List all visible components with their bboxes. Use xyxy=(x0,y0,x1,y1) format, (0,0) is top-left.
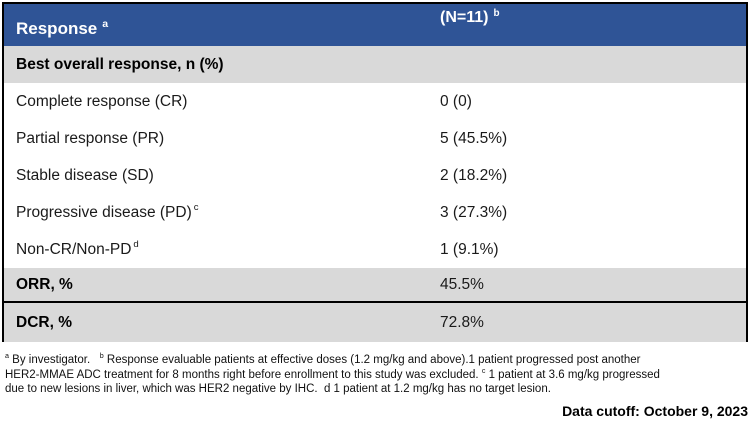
section-header-label: Best overall response, n (%) xyxy=(16,55,224,73)
orr-label: ORR, % xyxy=(16,275,73,293)
header-n-cell: (N=11) b xyxy=(440,4,746,46)
row-label: Non-CR/Non-PD xyxy=(16,240,132,258)
orr-value: 45.5% xyxy=(440,275,484,293)
header-response-superscript: a xyxy=(102,18,109,31)
table-row: Complete response (CR) 0 (0) xyxy=(4,83,746,120)
footnotes: a By investigator. b Response evaluable … xyxy=(5,353,747,397)
row-value: 3 (27.3%) xyxy=(440,203,508,221)
orr-row: ORR, % 45.5% xyxy=(4,268,746,301)
row-value: 5 (45.5%) xyxy=(440,129,508,147)
table-header-row: Response a (N=11) b xyxy=(4,4,746,46)
row-value: 0 (0) xyxy=(440,92,472,110)
section-header-row: Best overall response, n (%) xyxy=(4,46,746,83)
response-table: Response a (N=11) b Best overall response,… xyxy=(2,2,748,342)
footnote-line: due to new lesions in liver, which was H… xyxy=(5,383,551,395)
dcr-value: 72.8% xyxy=(440,313,484,331)
data-cutoff-label: Data cutoff: October 9, 2023 xyxy=(562,403,748,419)
header-n-superscript: b xyxy=(493,7,500,19)
row-value: 1 (9.1%) xyxy=(440,240,499,258)
table-row: Progressive disease (PD) c 3 (27.3%) xyxy=(4,194,746,231)
row-superscript: d xyxy=(133,239,139,251)
dcr-row: DCR, % 72.8% xyxy=(4,301,746,342)
row-superscript: c xyxy=(193,202,199,214)
row-label: Progressive disease (PD) xyxy=(16,203,192,221)
table-body: Complete response (CR) 0 (0) Partial res… xyxy=(4,83,746,268)
table-row: Stable disease (SD) 2 (18.2%) xyxy=(4,157,746,194)
footnote-line: a By investigator. b Response evaluable … xyxy=(5,352,641,366)
header-n-label: (N=11) xyxy=(440,9,489,26)
header-response-cell: Response a xyxy=(4,4,440,46)
dcr-label: DCR, % xyxy=(16,313,72,331)
header-response-label: Response xyxy=(16,19,98,38)
row-label: Stable disease (SD) xyxy=(16,166,154,184)
row-label: Complete response (CR) xyxy=(16,92,188,110)
footnote-line: HER2-MMAE ADC treatment for 8 months rig… xyxy=(5,366,660,381)
table-row: Non-CR/Non-PD d 1 (9.1%) xyxy=(4,231,746,268)
table-row: Partial response (PR) 5 (45.5%) xyxy=(4,120,746,157)
row-value: 2 (18.2%) xyxy=(440,166,508,184)
row-label: Partial response (PR) xyxy=(16,129,165,147)
